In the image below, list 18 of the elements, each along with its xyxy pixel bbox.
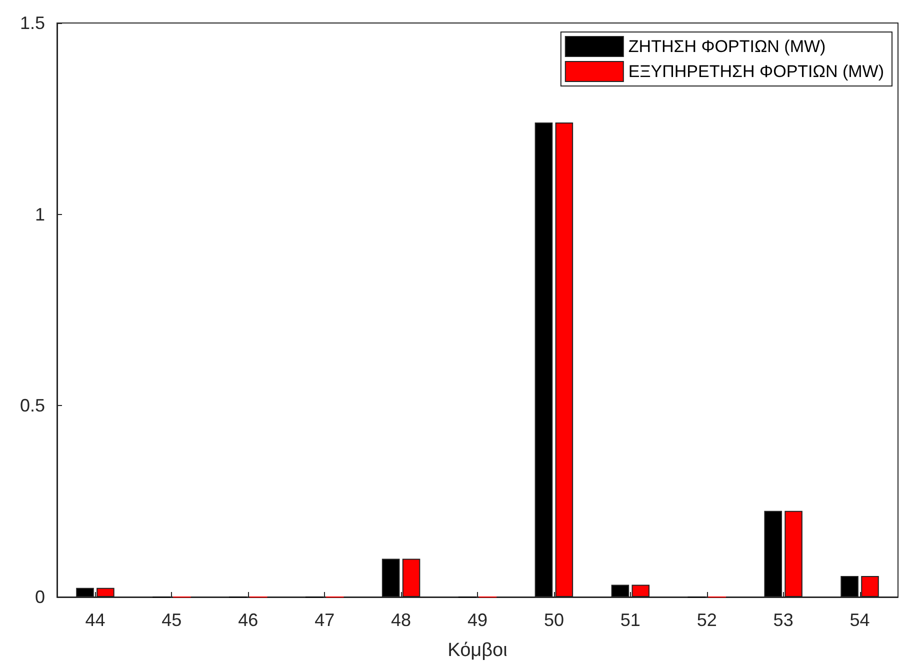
legend-label: ΕΞΥΠΗΡΕΤΗΣΗ ΦΟΡΤΙΩΝ (MW) — [628, 62, 884, 81]
x-tick-label: 44 — [85, 610, 106, 630]
x-tick-label: 53 — [773, 610, 794, 630]
x-tick-label: 48 — [391, 610, 412, 630]
legend-label: ΖΗΤΗΣΗ ΦΟΡΤΙΩΝ (MW) — [628, 37, 826, 56]
x-axis-title: Κόμβοι — [448, 640, 508, 661]
x-tick-label: 46 — [238, 610, 258, 630]
x-tick-label: 45 — [162, 610, 182, 630]
y-tick-label: 1.5 — [20, 13, 45, 33]
y-tick-label: 1 — [34, 204, 45, 224]
x-tick-label: 47 — [314, 610, 335, 630]
x-tick-label: 50 — [544, 610, 564, 630]
y-tick-label: 0.5 — [20, 396, 45, 416]
x-tick-label: 51 — [620, 610, 640, 630]
y-tick-label: 0 — [34, 587, 45, 607]
x-tick-label: 54 — [850, 610, 870, 630]
x-tick-label: 52 — [696, 610, 717, 630]
x-tick-label: 49 — [467, 610, 488, 630]
